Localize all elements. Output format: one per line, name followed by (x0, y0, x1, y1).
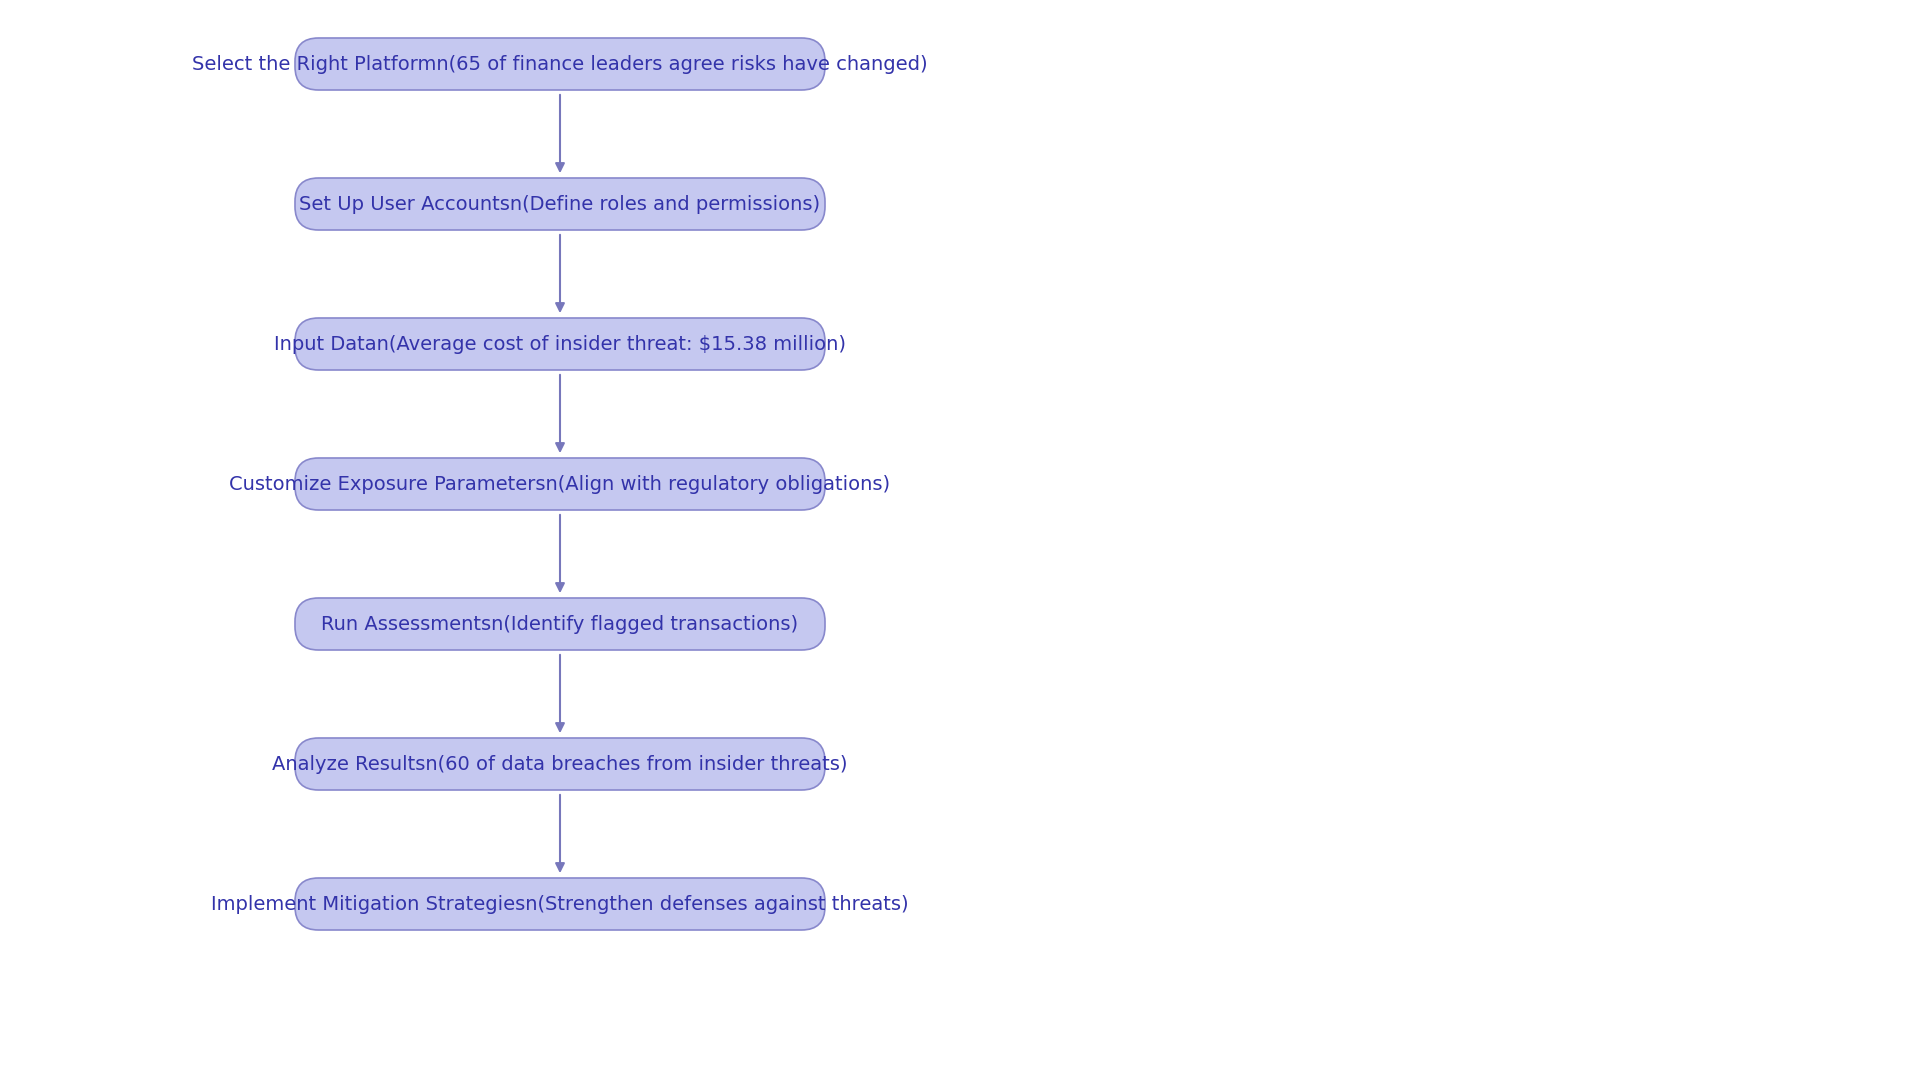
Text: Set Up User Accountsn(Define roles and permissions): Set Up User Accountsn(Define roles and p… (300, 195, 820, 213)
FancyBboxPatch shape (296, 878, 826, 930)
Text: Select the Right Platformn(65 of finance leaders agree risks have changed): Select the Right Platformn(65 of finance… (192, 54, 927, 74)
Text: Input Datan(Average cost of insider threat: $15.38 million): Input Datan(Average cost of insider thre… (275, 335, 847, 353)
FancyBboxPatch shape (296, 178, 826, 230)
Text: Customize Exposure Parametersn(Align with regulatory obligations): Customize Exposure Parametersn(Align wit… (228, 474, 891, 494)
Text: Implement Mitigation Strategiesn(Strengthen defenses against threats): Implement Mitigation Strategiesn(Strengt… (211, 895, 908, 913)
FancyBboxPatch shape (296, 738, 826, 790)
Text: Run Assessmentsn(Identify flagged transactions): Run Assessmentsn(Identify flagged transa… (321, 614, 799, 634)
FancyBboxPatch shape (296, 318, 826, 370)
FancyBboxPatch shape (296, 598, 826, 650)
Text: Analyze Resultsn(60 of data breaches from insider threats): Analyze Resultsn(60 of data breaches fro… (273, 755, 849, 773)
FancyBboxPatch shape (296, 458, 826, 510)
FancyBboxPatch shape (296, 38, 826, 90)
